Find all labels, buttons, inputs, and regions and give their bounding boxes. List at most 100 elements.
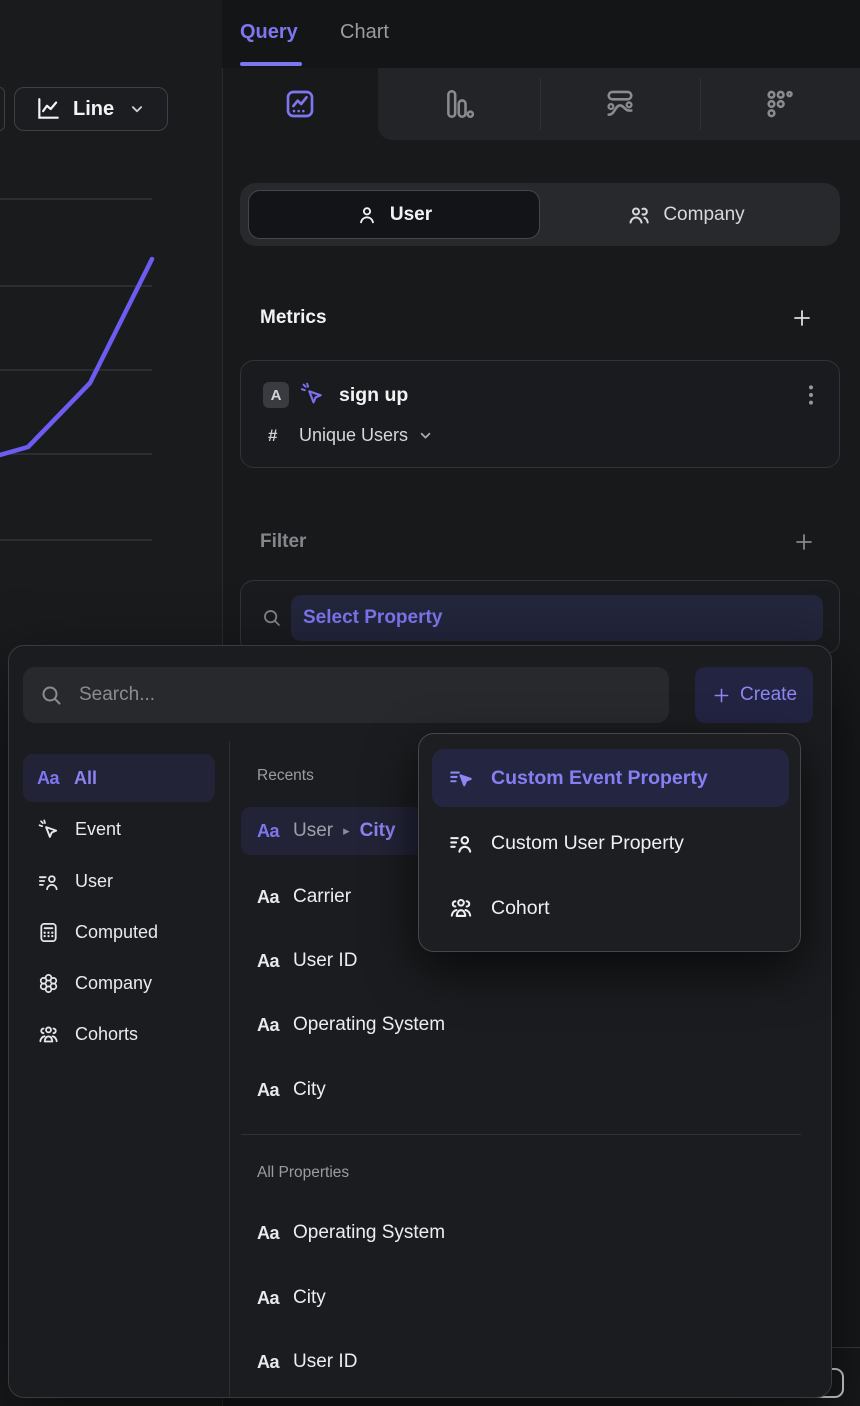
recent-item[interactable]: Aa User ID: [241, 937, 801, 985]
property-item[interactable]: Aa User ID: [241, 1338, 801, 1386]
tab-flows[interactable]: [602, 86, 638, 122]
retention-icon: [763, 87, 797, 121]
menu-item-cohort[interactable]: Cohort: [432, 879, 789, 937]
menu-item-label: Cohort: [491, 896, 550, 919]
chart-type-label: Line: [73, 97, 115, 120]
funnels-icon: [442, 87, 476, 121]
company-icon: [627, 203, 651, 227]
string-type-icon: Aa: [257, 950, 280, 971]
string-type-icon: Aa: [257, 1351, 280, 1372]
property-item-label: Operating System: [293, 1222, 446, 1243]
string-type-icon: Aa: [257, 886, 280, 907]
create-context-menu: Custom Event Property Custom User Proper…: [418, 733, 801, 952]
chevron-down-icon: [128, 100, 146, 118]
all-properties-header: All Properties: [257, 1164, 350, 1181]
user-icon: [356, 204, 378, 226]
event-icon: [299, 381, 325, 407]
recent-item-name: City: [359, 820, 396, 841]
category-label: Event: [75, 818, 122, 839]
background-divider-fragment: [832, 1347, 860, 1348]
user-property-icon: [37, 870, 60, 893]
panel-header: [222, 0, 860, 68]
select-property-value: Select Property: [303, 607, 443, 628]
category-label: Company: [75, 972, 153, 993]
tab-separator: [700, 78, 701, 130]
category-cohorts[interactable]: Cohorts: [23, 1010, 215, 1058]
recent-item-label: Operating System: [293, 1014, 446, 1035]
scope-company-segment[interactable]: Company: [540, 190, 832, 239]
chart-series-line: [0, 256, 155, 458]
recent-item-label: User ID: [293, 950, 358, 971]
flows-icon: [603, 87, 637, 121]
chevron-down-icon: [417, 427, 434, 444]
category-company[interactable]: Company: [23, 959, 215, 1007]
recent-item[interactable]: Aa Operating System: [241, 1001, 801, 1049]
company-cluster-icon: [37, 972, 60, 995]
tab-separator: [540, 78, 541, 130]
string-type-icon: Aa: [37, 767, 60, 788]
kebab-menu-icon[interactable]: [797, 381, 825, 409]
property-item[interactable]: Aa Operating System: [241, 1209, 801, 1257]
recent-item-label: City: [293, 1079, 326, 1100]
add-filter-button[interactable]: [792, 530, 816, 554]
recent-item-group: User: [293, 820, 334, 841]
line-chart-icon: [35, 96, 61, 122]
computed-icon: [37, 921, 60, 944]
menu-item-custom-event-property[interactable]: Custom Event Property: [432, 749, 789, 807]
property-item[interactable]: Aa City: [241, 1274, 801, 1322]
category-label: All: [74, 767, 98, 788]
recent-item[interactable]: Aa Carrier: [241, 873, 801, 921]
category-user[interactable]: User: [23, 857, 215, 905]
insights-icon: [284, 88, 316, 120]
hash-icon: #: [268, 425, 278, 445]
recent-item[interactable]: Aa City: [241, 1066, 801, 1114]
picker-column-divider: [229, 741, 230, 1397]
metric-card[interactable]: A sign up # Unique Users: [240, 360, 840, 468]
active-tab-underline: [240, 62, 302, 66]
category-event[interactable]: Event: [23, 805, 215, 853]
add-metric-button[interactable]: [790, 306, 814, 330]
chart-type-dropdown-button[interactable]: Line: [14, 87, 168, 131]
tab-chart[interactable]: Chart: [340, 21, 389, 43]
list-section-divider: [241, 1134, 801, 1135]
picker-search-bar: [23, 667, 669, 723]
select-property-field[interactable]: Select Property: [291, 595, 823, 641]
string-type-icon: Aa: [257, 1222, 280, 1243]
string-type-icon: Aa: [257, 1287, 280, 1308]
create-button-label: Create: [739, 684, 798, 705]
metric-event-name[interactable]: sign up: [339, 384, 409, 406]
cohort-icon: [448, 895, 474, 921]
category-label: Cohorts: [75, 1023, 139, 1044]
breadcrumb-caret-icon: ▸: [343, 823, 350, 838]
tab-query[interactable]: Query: [240, 21, 298, 43]
tab-funnels[interactable]: [441, 86, 477, 122]
property-item-label: User ID: [293, 1351, 358, 1372]
property-item-label: City: [293, 1287, 326, 1308]
menu-item-custom-user-property[interactable]: Custom User Property: [432, 814, 789, 872]
tab-insights[interactable]: [282, 86, 318, 122]
custom-event-property-icon: [448, 765, 474, 791]
category-all[interactable]: Aa All: [23, 754, 215, 802]
metric-measure-label: Unique Users: [299, 425, 409, 445]
filter-title: Filter: [260, 531, 307, 552]
scope-user-label: User: [389, 203, 433, 225]
plus-icon: [711, 685, 732, 706]
cohorts-icon: [37, 1023, 60, 1046]
scope-user-segment[interactable]: User: [248, 190, 540, 239]
string-type-icon: Aa: [257, 1079, 280, 1100]
create-button[interactable]: Create: [695, 667, 813, 723]
custom-user-property-icon: [448, 830, 474, 856]
search-icon: [261, 607, 282, 628]
string-type-icon: Aa: [257, 820, 280, 841]
clipped-toolbar-button[interactable]: [0, 87, 5, 131]
mini-line-chart: [0, 198, 155, 541]
metrics-title: Metrics: [260, 307, 327, 328]
picker-search-input[interactable]: [79, 684, 669, 706]
tab-retention[interactable]: [762, 86, 798, 122]
filter-card: Select Property: [240, 580, 840, 654]
metric-measure-dropdown[interactable]: # Unique Users: [268, 425, 434, 446]
menu-item-label: Custom User Property: [491, 831, 684, 854]
string-type-icon: Aa: [257, 1014, 280, 1035]
category-computed[interactable]: Computed: [23, 908, 215, 956]
